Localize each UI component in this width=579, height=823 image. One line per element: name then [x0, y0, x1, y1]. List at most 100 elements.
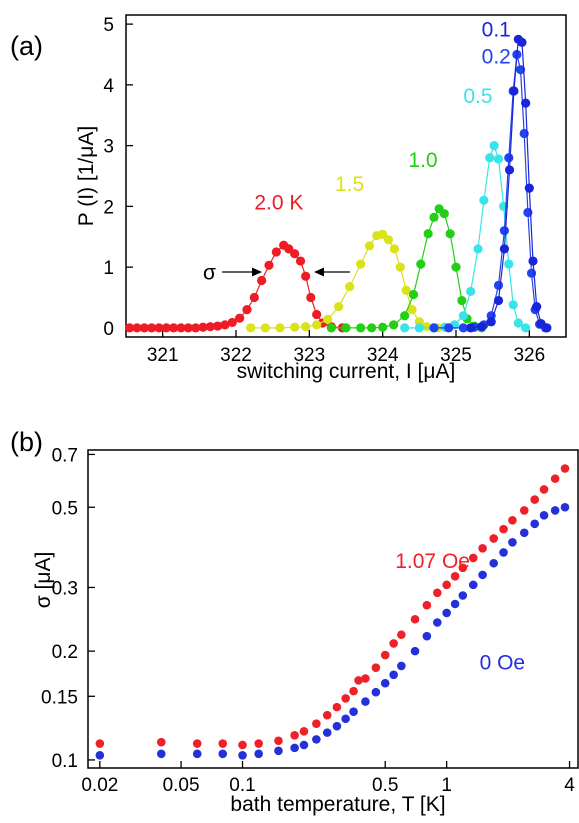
data-point — [442, 580, 451, 590]
data-point — [477, 322, 487, 332]
y-tick-label: 0.2 — [52, 642, 78, 663]
data-point — [410, 614, 420, 624]
data-point — [389, 244, 399, 254]
data-point — [238, 740, 247, 750]
data-point — [458, 591, 468, 600]
panel-b-series — [95, 464, 570, 760]
data-point — [260, 323, 270, 333]
data-point — [213, 321, 223, 331]
data-point — [450, 599, 460, 609]
data-point — [458, 323, 468, 333]
data-point — [367, 323, 377, 333]
x-tick-label: 324 — [367, 345, 399, 366]
y-tick-label: 2 — [103, 197, 114, 218]
data-point — [356, 259, 366, 269]
data-point — [550, 474, 560, 483]
data-point — [515, 65, 526, 75]
data-point — [361, 674, 370, 683]
data-point — [323, 314, 333, 324]
x-tick-label: 0.05 — [163, 775, 200, 796]
panel-a-annotations: 2.0 K 1.5 1.0 0.5 0.2 0.1 σ — [203, 18, 511, 284]
data-point — [414, 323, 424, 333]
data-point — [457, 295, 467, 306]
data-point — [468, 553, 478, 563]
data-point — [275, 323, 285, 333]
data-point — [341, 323, 351, 333]
annotation-1-5: 1.5 — [335, 173, 364, 196]
x-tick-label: 0.02 — [81, 775, 118, 796]
data-point — [295, 256, 306, 266]
panel-b-label: (b) — [10, 427, 43, 457]
panel-b-frame — [87, 449, 579, 769]
data-point — [249, 292, 259, 303]
data-point — [332, 721, 342, 731]
data-point — [433, 588, 442, 598]
data-point — [161, 323, 171, 333]
data-point — [354, 676, 363, 685]
data-point — [341, 714, 350, 724]
y-tick-label: 1 — [103, 258, 114, 279]
data-point — [416, 259, 426, 269]
data-point — [274, 746, 283, 756]
data-point — [521, 323, 531, 333]
data-point — [169, 323, 179, 333]
x-tick-label: 1 — [441, 775, 452, 796]
data-point — [397, 630, 406, 640]
data-point — [95, 739, 105, 748]
data-point — [444, 323, 454, 333]
y-tick-label: 0.7 — [52, 445, 78, 466]
data-point — [519, 506, 529, 515]
data-point — [371, 687, 381, 697]
data-point — [326, 323, 336, 333]
data-point — [539, 485, 549, 494]
data-point — [473, 244, 483, 254]
data-point — [486, 317, 496, 327]
data-point — [290, 743, 299, 753]
data-point — [301, 271, 311, 281]
y-tick-label: 0.3 — [52, 578, 78, 599]
data-point — [410, 646, 420, 656]
data-point — [508, 537, 517, 547]
data-point — [458, 311, 468, 321]
data-point — [445, 229, 455, 239]
data-point — [478, 570, 487, 580]
series-0-1 — [466, 34, 552, 333]
data-point — [312, 320, 322, 330]
data-point — [509, 86, 519, 96]
data-point — [322, 728, 332, 737]
data-point — [389, 670, 398, 680]
data-point — [458, 563, 468, 573]
x-tick-label: 322 — [220, 345, 252, 366]
data-point — [274, 736, 283, 746]
data-point — [264, 260, 274, 270]
data-point — [191, 323, 201, 333]
data-point — [539, 511, 549, 520]
data-point — [499, 548, 508, 557]
y-tick-label: 3 — [103, 137, 114, 158]
data-point — [397, 661, 406, 671]
data-point — [378, 229, 388, 239]
panel-a: (a) 321 322 323 324 325 326 0 1 2 3 4 5 2.0 K 1.5 1.… — [10, 14, 567, 383]
y-tick-label: 5 — [103, 15, 114, 36]
data-point — [422, 631, 432, 641]
data-point — [192, 739, 202, 748]
data-point — [220, 320, 230, 330]
data-point — [528, 256, 538, 266]
data-point — [389, 639, 398, 648]
panel-b-annotations: 1.07 Oe 0 Oe — [395, 550, 525, 675]
data-point — [349, 686, 358, 696]
annotation-2-0-k: 2.0 K — [254, 191, 303, 214]
data-point — [132, 323, 142, 333]
data-point — [530, 519, 540, 529]
data-point — [450, 572, 460, 581]
data-point — [290, 322, 300, 332]
data-point — [380, 678, 390, 688]
data-point — [422, 600, 432, 610]
y-tick-label: 4 — [103, 76, 114, 97]
data-point — [401, 285, 411, 295]
panel-b-x-ticks: 0.02 0.05 0.1 0.5 1 4 — [81, 761, 575, 796]
data-point — [156, 749, 166, 759]
data-point — [125, 323, 135, 333]
data-point — [156, 737, 166, 747]
data-point — [364, 241, 375, 251]
